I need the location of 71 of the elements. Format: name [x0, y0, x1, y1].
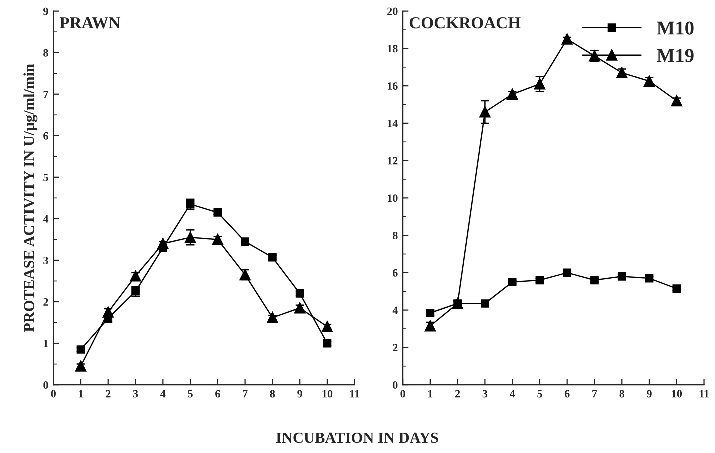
x-tick-label: 4 — [510, 390, 516, 398]
point — [75, 360, 87, 372]
y-tick-label: 9 — [44, 8, 48, 16]
y-axis-title: PROTEASE ACTIVITY IN U/µg/ml/min — [24, 64, 38, 332]
point — [671, 95, 682, 107]
y-tick-label: 1 — [44, 340, 48, 348]
point — [130, 270, 142, 282]
y-tick-label: 7 — [44, 90, 48, 98]
x-tick-label: 5 — [538, 390, 542, 398]
x-tick-label: 2 — [106, 390, 111, 398]
x-tick-label: 9 — [647, 390, 652, 398]
point — [616, 67, 628, 79]
x-tick-label: 0 — [400, 390, 406, 398]
x-tick-label: 1 — [79, 390, 84, 398]
point — [534, 78, 546, 90]
x-tick-label: 5 — [188, 390, 193, 398]
x-tick-label: 1 — [428, 390, 433, 398]
x-tick-label: 8 — [620, 390, 625, 398]
x-tick-label: 11 — [700, 390, 709, 398]
x-tick-label: 2 — [456, 390, 460, 398]
y-tick-label: 10 — [388, 194, 398, 202]
y-tick-label: 12 — [388, 157, 398, 165]
point — [562, 34, 573, 45]
y-tick-label: 2 — [44, 298, 48, 306]
chart-title: COCKROACH — [410, 17, 521, 29]
x-tick-label: 3 — [133, 390, 138, 398]
y-tick-label: 2 — [393, 344, 398, 352]
y-tick-label: 0 — [393, 382, 398, 390]
y-tick-label: 3 — [44, 256, 48, 264]
point — [536, 276, 544, 285]
point — [507, 88, 518, 100]
x-tick-label: 6 — [216, 390, 220, 398]
y-tick-label: 18 — [388, 45, 398, 53]
x-tick-label: 4 — [160, 390, 166, 398]
x-tick-label: 8 — [270, 390, 276, 398]
point — [590, 276, 599, 285]
point — [563, 268, 572, 278]
point — [424, 320, 436, 332]
x-axis-title: INCUBATION IN DAYS — [276, 432, 438, 444]
point — [268, 253, 277, 262]
x-tick-label: 0 — [51, 390, 56, 398]
x-tick-label: 11 — [350, 390, 360, 398]
y-tick-label: 6 — [44, 132, 48, 140]
x-tick-label: 6 — [564, 390, 570, 398]
chart-title: PRAWN — [60, 17, 121, 29]
x-tick-label: 10 — [672, 390, 682, 398]
y-tick-label: 8 — [393, 232, 398, 240]
y-tick-label: 5 — [44, 174, 48, 182]
point — [672, 284, 682, 293]
x-tick-label: 7 — [243, 390, 248, 398]
x-tick-label: 10 — [322, 390, 333, 398]
y-tick-label: 4 — [43, 215, 49, 223]
point — [322, 321, 334, 332]
y-tick-label: 6 — [393, 269, 398, 277]
legend-label: M10 — [657, 22, 694, 35]
y-tick-label: 16 — [388, 82, 398, 90]
x-tick-label: 9 — [298, 390, 302, 398]
point — [267, 312, 278, 324]
y-tick-label: 20 — [388, 8, 398, 16]
legend-label: M19 — [657, 49, 694, 62]
point — [241, 238, 250, 246]
y-tick-label: 0 — [44, 382, 48, 390]
point — [480, 106, 491, 118]
x-tick-label: 7 — [592, 390, 598, 398]
y-tick-label: 4 — [392, 306, 398, 314]
point — [184, 232, 196, 244]
y-tick-label: 14 — [388, 120, 398, 128]
y-tick-label: 8 — [44, 49, 48, 57]
point — [645, 274, 654, 283]
x-tick-label: 3 — [482, 390, 488, 398]
point — [644, 76, 656, 87]
